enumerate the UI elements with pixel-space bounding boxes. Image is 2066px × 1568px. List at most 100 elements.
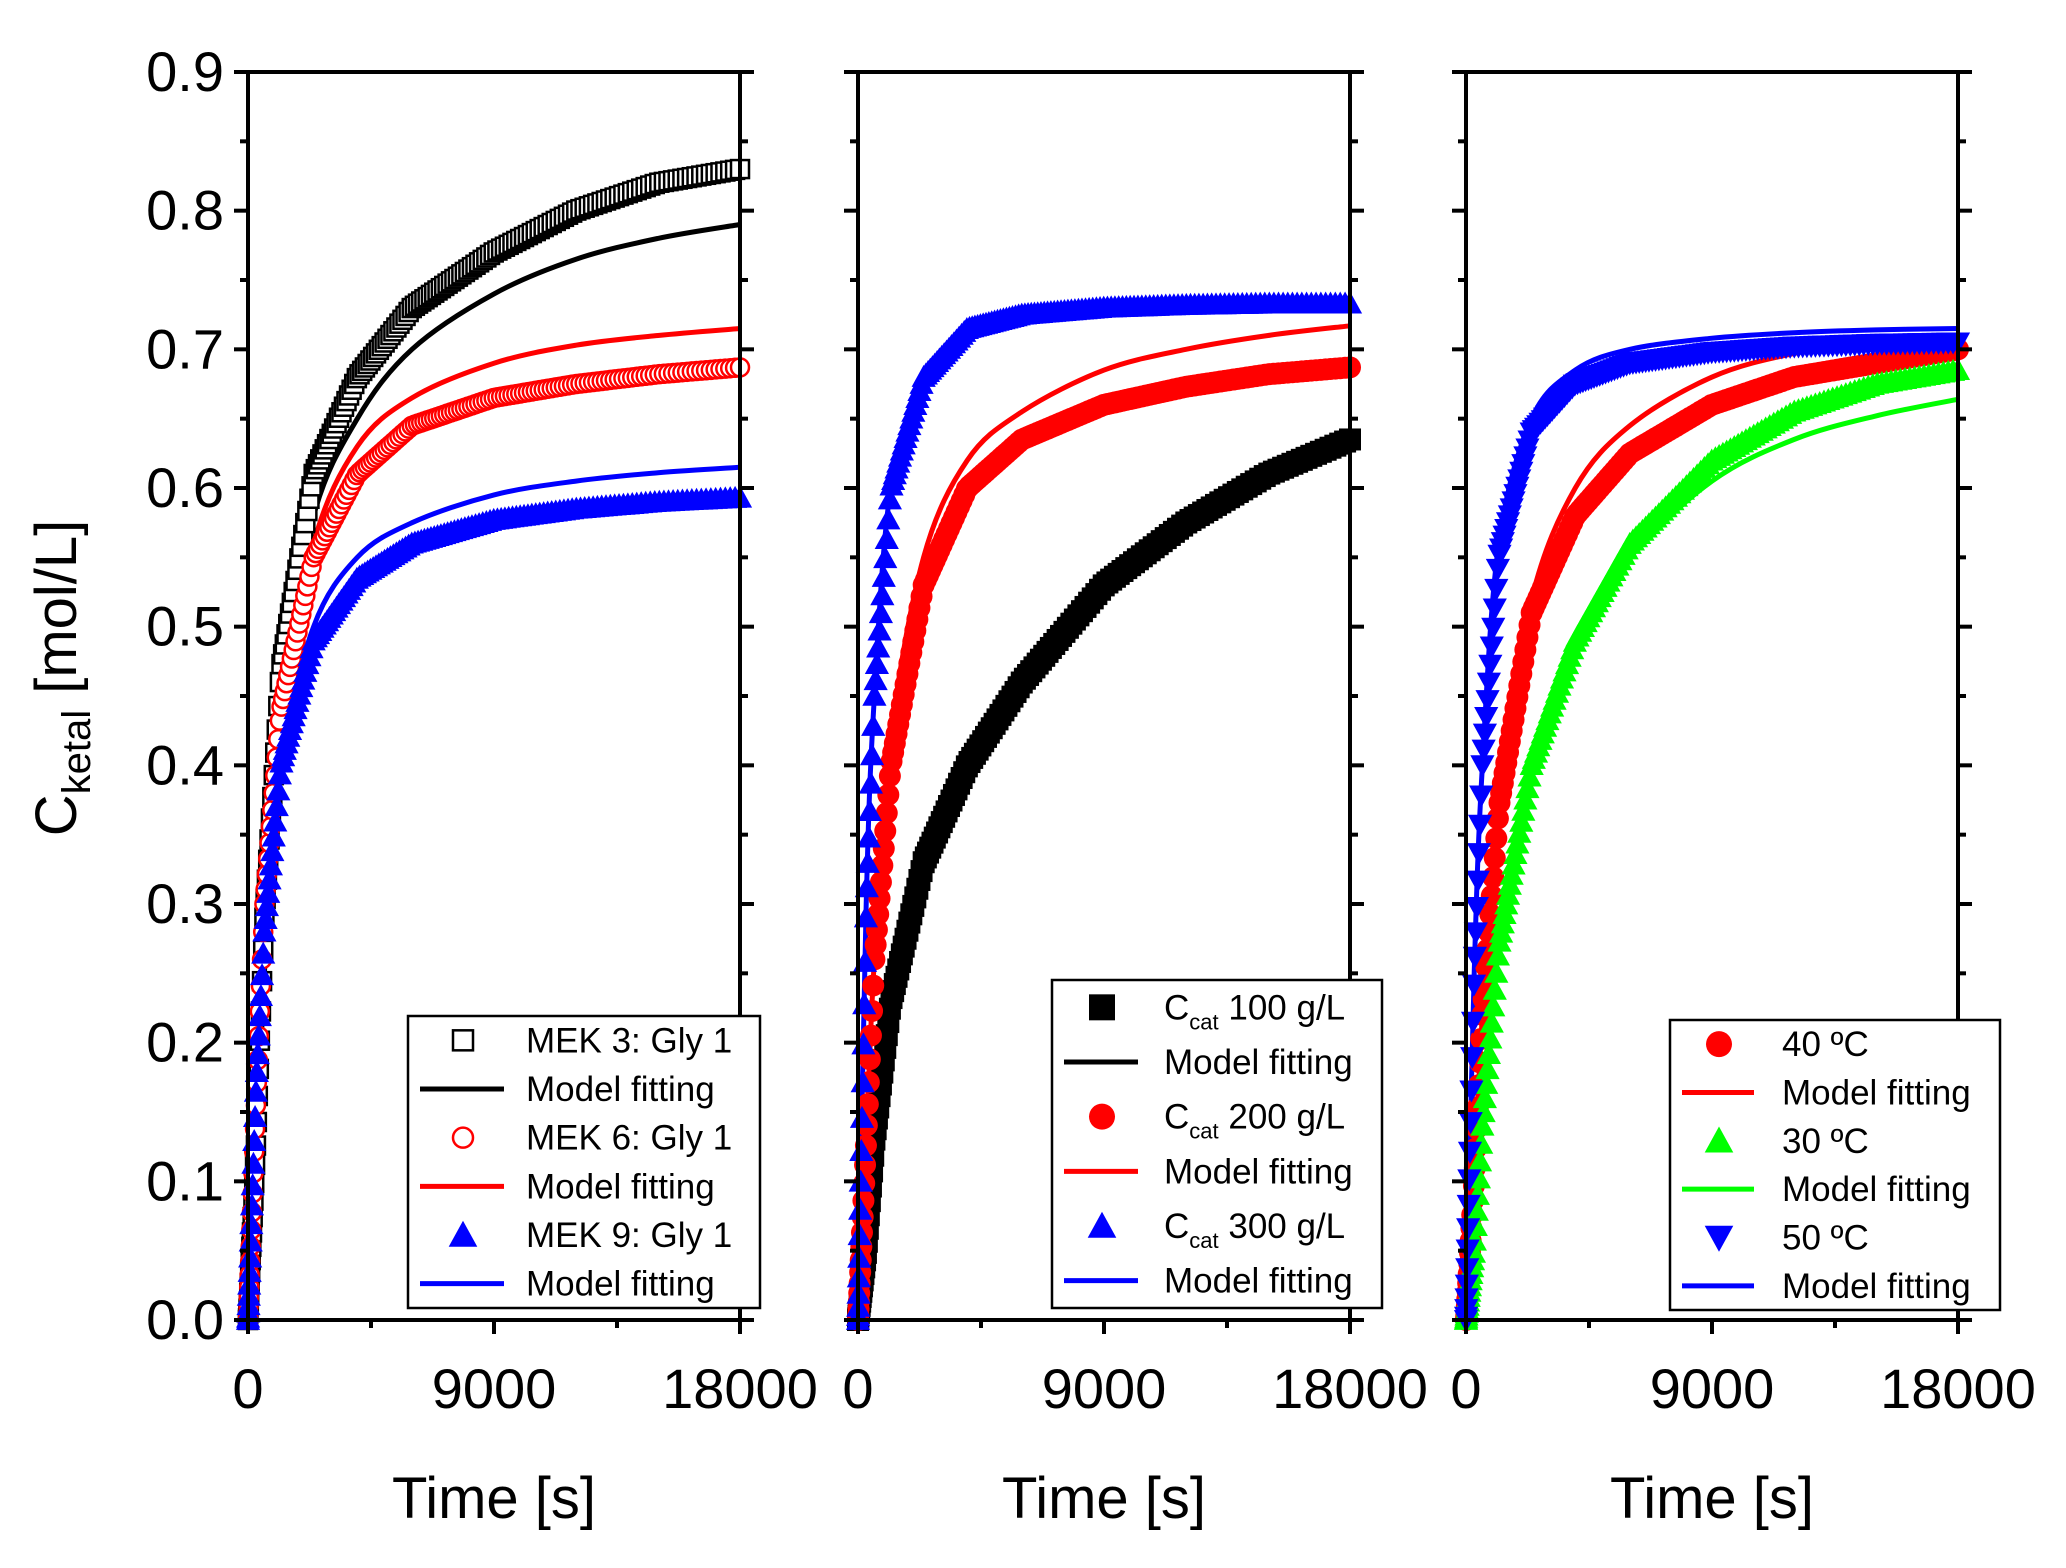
legend-entry-1: Model fitting <box>1682 1074 1971 1113</box>
data-point <box>876 507 901 530</box>
data-point <box>1466 843 1492 866</box>
y-axis-title-subscript: ketal <box>55 710 99 795</box>
data-point <box>254 894 280 917</box>
legend-label: Ccat 100 g/L <box>1164 988 1345 1034</box>
x-tick-label: 0 <box>842 1357 873 1420</box>
data-point <box>261 824 286 847</box>
legend-label: 50 ºC <box>1782 1219 1869 1258</box>
data-point <box>266 778 291 801</box>
data-point <box>1470 755 1495 778</box>
legend-marker-sample <box>1089 994 1115 1021</box>
data-point <box>1484 578 1509 601</box>
legend-label-subscript: cat <box>1189 1009 1218 1034</box>
y-tick-label: 0.5 <box>146 595 224 658</box>
x-tick-label: 0 <box>1450 1357 1481 1420</box>
series-2-markers <box>1453 358 1971 1330</box>
data-point <box>249 963 275 986</box>
x-axis-title: Time [s] <box>392 1466 596 1531</box>
data-point <box>1464 1198 1489 1221</box>
legend-entry-3: Model fitting <box>1064 1152 1353 1191</box>
data-point <box>239 1193 265 1216</box>
data-point <box>1485 827 1508 850</box>
legend-label: Model fitting <box>1164 1262 1353 1301</box>
data-point <box>1463 922 1488 945</box>
y-tick-label: 0.8 <box>146 179 224 242</box>
data-point <box>1485 943 1510 966</box>
legend-entry-5: Model fitting <box>1064 1262 1353 1301</box>
legend-entry-2: 30 ºC <box>1704 1122 1869 1161</box>
data-point <box>244 1059 269 1082</box>
legend-entry-5: Model fitting <box>1682 1267 1971 1306</box>
plot-area <box>845 291 1363 1331</box>
data-point <box>246 1023 271 1046</box>
x-tick-label: 9000 <box>432 1357 557 1420</box>
legend-entry-0: 40 ºC <box>1706 1025 1869 1064</box>
data-point <box>854 875 879 898</box>
legend-entry-0: MEK 3: Gly 1 <box>451 1021 732 1060</box>
data-point <box>267 762 292 785</box>
y-tick-label: 0.9 <box>146 40 224 103</box>
legend-label: MEK 9: Gly 1 <box>526 1216 732 1255</box>
data-point <box>1456 1194 1481 1217</box>
data-point <box>875 802 898 825</box>
data-point <box>245 1042 270 1065</box>
panels: 0.0 0.1 0.2 0.3 0.4 0.5 0.6 0.7 0.8 0.9 0 9000 18000… <box>146 40 2036 1531</box>
data-point <box>1472 1086 1498 1109</box>
y-tick-label: 0.6 <box>146 456 224 519</box>
data-point <box>1479 1010 1504 1033</box>
data-point <box>858 771 884 794</box>
data-point <box>871 564 896 587</box>
data-point <box>861 713 886 736</box>
legend-label-suffix: 300 g/L <box>1219 1207 1346 1246</box>
y-tick-label: 0.3 <box>146 872 224 935</box>
legend-label: Model fitting <box>526 1167 715 1206</box>
legend-box <box>1668 1018 2002 1312</box>
data-point <box>877 487 902 510</box>
legend: MEK 3: Gly 1 Model fitting MEK 6: Gly 1 Mod… <box>406 1014 762 1310</box>
legend-marker-sample <box>451 1029 475 1052</box>
data-point <box>1515 776 1540 799</box>
data-point <box>1467 814 1493 837</box>
y-axis-title: Cketal [mol/L] <box>24 520 99 837</box>
data-point <box>849 1138 874 1161</box>
data-point <box>859 743 885 766</box>
data-point <box>848 1197 873 1220</box>
legend-label: Model fitting <box>1782 1074 1971 1113</box>
data-point <box>1476 1042 1502 1065</box>
legend-marker-sample <box>1704 1225 1734 1252</box>
data-point <box>862 683 887 706</box>
data-point <box>870 583 895 606</box>
legend-marker-sample <box>448 1220 478 1247</box>
data-point <box>1478 654 1503 677</box>
legend-entry-0: Ccat 100 g/L <box>1089 988 1345 1034</box>
data-point <box>1482 598 1507 621</box>
x-tick-label: 18000 <box>662 1357 818 1420</box>
legend-entry-2: MEK 6: Gly 1 <box>451 1119 732 1158</box>
data-point <box>1474 1071 1499 1094</box>
legend-label: Model fitting <box>1782 1267 1971 1306</box>
data-point <box>256 880 281 903</box>
legend-entry-1: Model fitting <box>420 1070 715 1109</box>
data-point <box>1511 798 1536 821</box>
data-point <box>1456 1218 1481 1241</box>
data-point <box>238 1229 263 1252</box>
data-point <box>1517 764 1542 787</box>
legend: 40 ºC Model fitting 30 ºC Model fitting 50 º… <box>1668 1018 2002 1312</box>
data-point <box>253 907 278 930</box>
data-point <box>248 983 274 1006</box>
y-axis-title-main: C <box>24 794 89 836</box>
data-point <box>251 941 276 964</box>
legend-label: 40 ºC <box>1782 1025 1869 1064</box>
data-point <box>1478 1026 1503 1049</box>
data-point <box>1479 636 1504 659</box>
x-tick-label: 9000 <box>1042 1357 1167 1420</box>
x-tick-label: 18000 <box>1880 1357 2036 1420</box>
panel-temperature: 0 9000 18000 Time [s] 40 ºC Model fitting 30 º… <box>1450 70 2036 1531</box>
legend-entry-4: MEK 9: Gly 1 <box>448 1216 732 1255</box>
data-point <box>1485 558 1510 581</box>
legend-entry-1: Model fitting <box>1064 1043 1353 1082</box>
data-point <box>1472 723 1498 746</box>
y-tick-label: 0.2 <box>146 1011 224 1074</box>
